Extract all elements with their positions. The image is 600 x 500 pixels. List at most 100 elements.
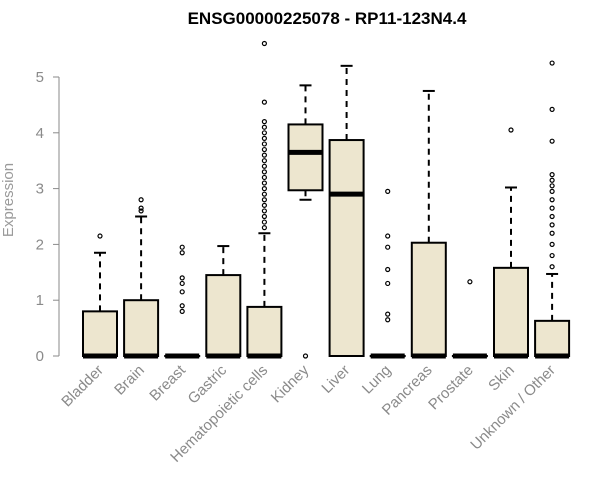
- box-gastric: [205, 245, 242, 359]
- y-tick-label: 4: [36, 125, 44, 142]
- outlier-point: [385, 311, 391, 317]
- box-body: [534, 319, 571, 358]
- outlier-point: [179, 275, 185, 281]
- outlier-point: [549, 106, 555, 112]
- outlier-point: [138, 208, 144, 214]
- outlier-point: [179, 308, 185, 314]
- chart-title: ENSG00000225078 - RP11-123N4.4: [188, 9, 467, 28]
- outlier-point: [549, 222, 555, 228]
- box-body: [123, 299, 160, 358]
- box-unknown-other: [534, 60, 571, 359]
- x-tick-label: Brain: [111, 362, 148, 399]
- box-lung: [369, 188, 406, 359]
- outlier-point: [549, 183, 555, 189]
- outlier-point: [261, 202, 267, 208]
- y-tick-label: 1: [36, 292, 44, 309]
- box-kidney: [287, 84, 324, 359]
- box-body: [246, 305, 283, 357]
- x-tick-label: Liver: [318, 362, 353, 397]
- outlier-point: [261, 197, 267, 203]
- outlier-point: [261, 169, 267, 175]
- outlier-point: [385, 266, 391, 273]
- x-tick-label: Kidney: [268, 361, 313, 406]
- outlier-point: [261, 225, 267, 231]
- y-tick-label: 5: [36, 69, 44, 86]
- box-brain: [123, 197, 160, 359]
- outlier-point: [261, 191, 267, 197]
- box-body: [493, 266, 529, 357]
- box-body: [287, 123, 324, 192]
- outlier-point: [302, 353, 309, 359]
- outlier-point: [549, 188, 555, 194]
- outlier-point: [385, 233, 391, 239]
- x-tick-label: Breast: [146, 361, 189, 404]
- outlier-point: [138, 205, 144, 211]
- outlier-point: [97, 233, 103, 239]
- outlier-point: [385, 317, 391, 323]
- outlier-point: [508, 127, 514, 133]
- x-tick-label: Prostate: [425, 362, 477, 414]
- box-body: [82, 310, 118, 357]
- outlier-point: [549, 252, 555, 259]
- outlier-point: [549, 197, 555, 203]
- outlier-point: [549, 177, 555, 183]
- box-liver: [328, 64, 365, 357]
- outlier-point: [179, 289, 185, 295]
- outlier-point: [261, 119, 267, 125]
- outlier-point: [261, 99, 267, 105]
- box-body: [205, 274, 242, 357]
- x-tick-label: Lung: [359, 362, 395, 398]
- outlier-point: [261, 180, 267, 186]
- outlier-point: [179, 303, 185, 309]
- y-tick-label: 3: [36, 181, 44, 198]
- outlier-point: [261, 213, 267, 220]
- outlier-point: [261, 141, 267, 147]
- box-breast: [164, 244, 201, 359]
- outlier-point: [549, 213, 555, 220]
- box-prostate: [451, 279, 488, 359]
- outlier-point: [261, 174, 267, 181]
- outlier-point: [179, 250, 185, 256]
- outlier-point: [385, 244, 391, 250]
- box-pancreas: [410, 89, 447, 359]
- box-body: [410, 241, 447, 357]
- outlier-point: [179, 280, 185, 287]
- x-tick-label: Skin: [485, 362, 518, 395]
- y-axis-label: Expression: [0, 163, 17, 237]
- y-tick-label: 2: [36, 236, 44, 253]
- x-tick-label: Bladder: [58, 362, 107, 411]
- outlier-point: [549, 60, 555, 66]
- outlier-point: [261, 124, 267, 130]
- box-bladder: [82, 233, 118, 359]
- box-series: [82, 40, 571, 359]
- outlier-point: [549, 172, 555, 178]
- outlier-point: [261, 135, 267, 141]
- outlier-point: [261, 130, 267, 136]
- box-hematopoietic-cells: [246, 40, 283, 359]
- outlier-point: [261, 152, 267, 158]
- outlier-point: [261, 219, 267, 225]
- outlier-point: [179, 244, 185, 250]
- outlier-point: [261, 158, 267, 164]
- outlier-point: [549, 264, 555, 270]
- outlier-point: [549, 241, 555, 247]
- outlier-point: [385, 280, 391, 287]
- box-body: [328, 139, 365, 357]
- outlier-point: [138, 197, 144, 203]
- y-axis: 0 1 2 3 4 5: [36, 69, 60, 365]
- outlier-point: [261, 163, 267, 169]
- outlier-point: [549, 138, 555, 144]
- outlier-point: [261, 146, 267, 153]
- outlier-point: [549, 230, 555, 236]
- outlier-point: [261, 186, 267, 192]
- y-tick-label: 0: [36, 348, 44, 365]
- outlier-point: [261, 208, 267, 214]
- outlier-point: [261, 40, 267, 47]
- outlier-point: [385, 188, 391, 194]
- outlier-point: [467, 279, 473, 285]
- box-skin: [493, 127, 529, 359]
- outlier-point: [549, 205, 555, 211]
